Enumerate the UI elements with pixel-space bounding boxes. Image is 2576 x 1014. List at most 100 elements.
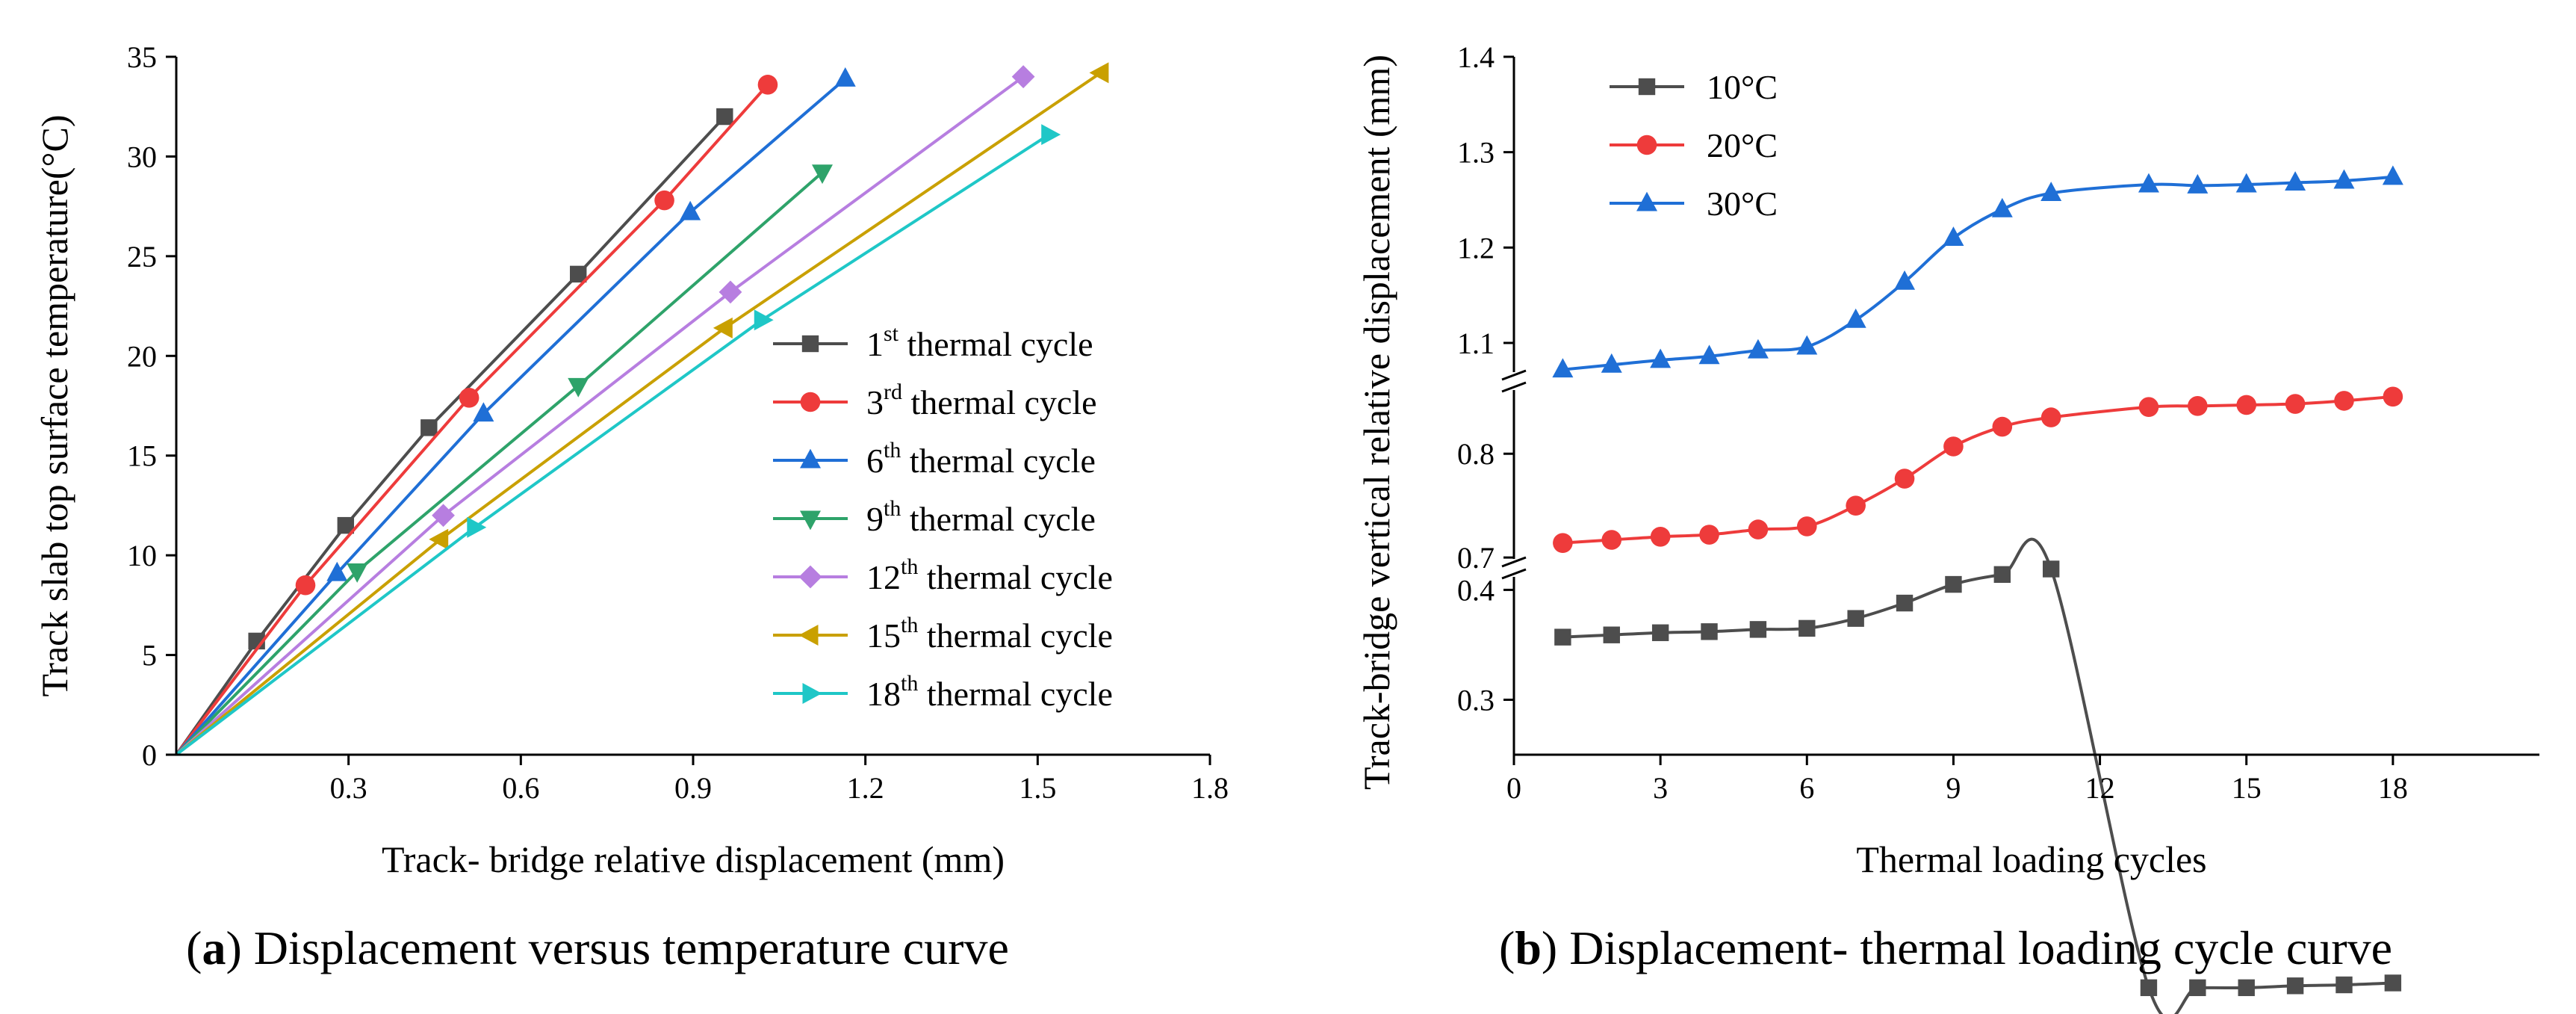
chart-a-point <box>337 516 355 534</box>
chart-b-y-tick-label: 1.1 <box>1457 327 1495 360</box>
chart-a-point <box>680 200 701 220</box>
chart-a-x-tick-label: 0.3 <box>330 771 367 805</box>
chart-b-legend-entry: 30°C <box>1610 185 1778 223</box>
chart-b-point <box>2286 977 2304 995</box>
chart-a-legend-entry: 15th thermal cycle <box>773 613 1113 655</box>
chart-a-legend-label: 3rd thermal cycle <box>866 380 1097 421</box>
chart-b-axes <box>1501 57 2539 756</box>
chart-b-legend-marker <box>1636 135 1657 155</box>
chart-b-point <box>1701 623 1718 640</box>
chart-b-point <box>1991 197 2013 217</box>
chart-b-y-tick-label: 0.7 <box>1457 541 1495 575</box>
chart-a-ticks: 0.3 0.6 0.9 1.2 1.5 1.8 0 5 10 15 20 25 30 35 <box>127 40 1229 805</box>
chart-a-point <box>326 561 348 581</box>
chart-a-y-tick-label: 25 <box>127 240 157 273</box>
chart-a-legend-marker <box>798 625 819 646</box>
chart-a-legend-text: thermal cycle <box>918 616 1113 655</box>
chart-a-point <box>347 563 368 583</box>
chart-b-point <box>1896 594 1914 612</box>
chart-b-point <box>2040 407 2061 427</box>
chart-b-point <box>1894 270 1916 290</box>
chart-a-legend-superscript: th <box>901 671 918 696</box>
chart-a-point <box>754 309 774 331</box>
chart-b: 0 3 6 9 12 15 18 0.3 0.40.7 0.8 1.1 1.2 1.3 1.4 Therm… <box>1356 40 2539 1014</box>
chart-a-point <box>429 528 449 550</box>
chart-b-point <box>1601 353 1622 373</box>
chart-a-legend-label: 18th thermal cycle <box>866 671 1113 713</box>
chart-b-point <box>1650 527 1671 547</box>
chart-a-point <box>568 377 589 398</box>
chart-b-point <box>2238 979 2255 997</box>
chart-b-point <box>1796 516 1817 537</box>
chart-b-axis-break-mark <box>1501 568 1527 580</box>
chart-a-legend-marker <box>800 392 821 412</box>
chart-a-point <box>812 164 833 185</box>
chart-a-legend-number: 9 <box>866 500 884 538</box>
chart-a-legend-superscript: th <box>901 554 918 579</box>
chart-a-point <box>1089 62 1109 84</box>
chart-b-legend-label: 30°C <box>1707 185 1778 223</box>
chart-b-point <box>2285 394 2306 414</box>
chart-a-point <box>1011 65 1035 89</box>
chart-a-legend-text: thermal cycle <box>899 325 1093 363</box>
chart-a-point <box>716 108 733 126</box>
chart-b-x-tick-label: 18 <box>2378 771 2408 805</box>
chart-b-point <box>2285 171 2306 191</box>
chart-a-legend-superscript: rd <box>884 380 902 404</box>
chart-a-x-tick-label: 1.5 <box>1019 771 1056 805</box>
chart-a-point <box>1041 124 1061 146</box>
chart-b-y-tick-label: 1.2 <box>1457 231 1495 265</box>
chart-a-legend-label: 9th thermal cycle <box>866 496 1096 538</box>
chart-a-series-18th <box>175 124 1061 756</box>
chart-a-caption-label: a <box>202 921 226 974</box>
chart-b-series-layer <box>1552 165 2403 1014</box>
chart-b-point <box>2140 979 2158 997</box>
chart-b-point <box>2334 391 2354 411</box>
chart-a-legend-entry: 12th thermal cycle <box>773 554 1113 596</box>
chart-b-point <box>1748 519 1769 540</box>
chart-a-point <box>570 265 587 283</box>
chart-b-point <box>1847 610 1864 627</box>
chart-b-legend-label: 10°C <box>1707 68 1778 106</box>
chart-b-point <box>1699 525 1719 545</box>
chart-a-caption-text: Displacement versus temperature curve <box>242 921 1009 974</box>
chart-a-point <box>432 504 455 528</box>
chart-a-legend-entry: 9th thermal cycle <box>773 496 1096 538</box>
chart-b-legend-marker <box>1638 78 1656 96</box>
chart-b-point <box>2336 976 2353 994</box>
chart-a-legend-text: thermal cycle <box>918 558 1113 596</box>
chart-a-ylabel: Track slab top surface temperature(°C) <box>34 115 75 697</box>
chart-b-point <box>2382 165 2403 185</box>
chart-a-legend-number: 3 <box>866 383 884 421</box>
chart-b-point <box>1698 344 1720 365</box>
chart-a-legend-label: 1st thermal cycle <box>866 321 1093 363</box>
chart-b-x-tick-label: 0 <box>1506 771 1521 805</box>
chart-b-caption-text: Displacement- thermal loading cycle curv… <box>1557 921 2392 974</box>
chart-a-legend-label: 6th thermal cycle <box>866 438 1096 480</box>
chart-a-series-line <box>175 115 726 756</box>
chart-a-x-tick-label: 1.8 <box>1191 771 1229 805</box>
chart-a-legend-marker <box>802 683 822 704</box>
chart-b-axis-break-mark <box>1501 556 1527 568</box>
chart-b-series-line <box>1562 175 2394 371</box>
chart-b-point <box>1747 338 1769 359</box>
chart-a-point <box>459 388 479 408</box>
chart-b-series-line <box>1562 395 2394 545</box>
chart-b-point <box>1943 436 1964 457</box>
chart-a-legend-marker <box>798 565 822 589</box>
chart-a-legend-marker <box>801 335 819 353</box>
chart-a-legend-number: 6 <box>866 442 884 480</box>
chart-b-point <box>1798 619 1816 637</box>
chart-a-series-line <box>175 133 1050 756</box>
chart-b-point <box>1749 621 1767 638</box>
chart-a-series-line <box>175 75 1025 756</box>
chart-a-x-tick-label: 0.6 <box>502 771 539 805</box>
chart-b-x-tick-label: 3 <box>1653 771 1668 805</box>
chart-b-point <box>1552 358 1574 378</box>
chart-b-legend: 10°C 20°C 30°C <box>1610 68 1778 223</box>
chart-a-series-line <box>175 71 1102 756</box>
chart-b-xlabel: Thermal loading cycles <box>1856 838 2206 880</box>
chart-b-axis-break-mark <box>1501 369 1527 381</box>
chart-a-series-layer <box>175 62 1109 756</box>
